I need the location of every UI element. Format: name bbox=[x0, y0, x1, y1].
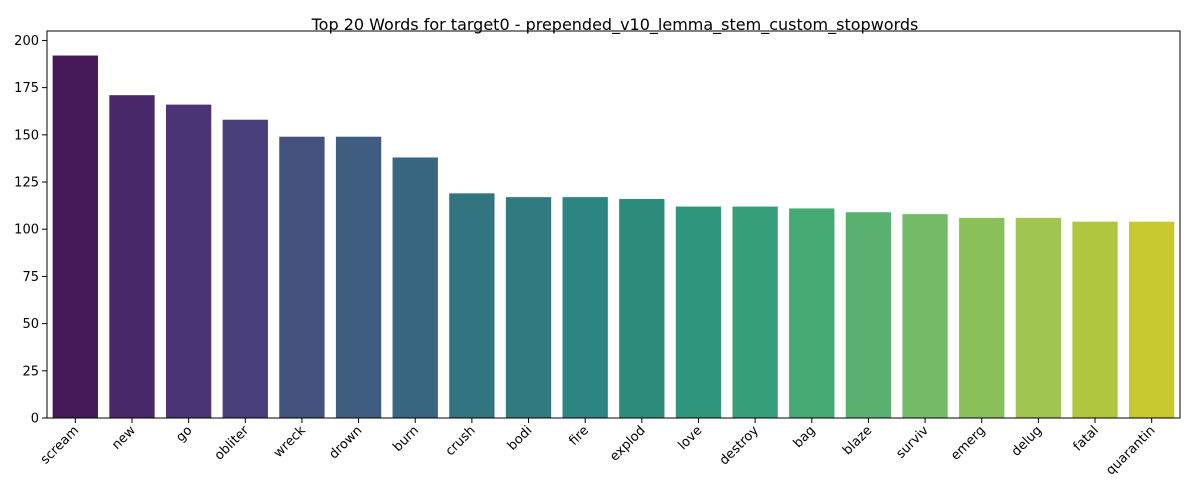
y-tick-label: 175 bbox=[14, 81, 39, 96]
y-tick-label: 0 bbox=[31, 412, 39, 427]
bar-quarantin bbox=[1129, 221, 1175, 418]
x-tick-label: wreck bbox=[271, 423, 309, 461]
x-tick-label: quarantin bbox=[1103, 423, 1158, 478]
x-tick-label: destroy bbox=[717, 423, 762, 468]
bar-burn bbox=[392, 157, 438, 419]
bar-surviv bbox=[902, 214, 948, 418]
plot-frame bbox=[46, 30, 1181, 419]
bars-group bbox=[52, 55, 1175, 419]
x-tick-label: delug bbox=[1009, 423, 1045, 459]
x-tick-label: new bbox=[109, 423, 139, 453]
y-tick-label: 75 bbox=[22, 270, 39, 285]
y-axis: 0 25 50 75 100 125 150 175 200 bbox=[14, 34, 47, 427]
y-tick-label: 25 bbox=[22, 364, 39, 379]
x-tick-label: drown bbox=[326, 423, 365, 462]
y-tick-label: 100 bbox=[14, 223, 39, 238]
x-tick-label: explod bbox=[607, 423, 648, 464]
bar-scream bbox=[52, 55, 98, 418]
bar-wreck bbox=[279, 136, 325, 418]
bar-emerg bbox=[959, 217, 1005, 418]
x-tick-label: scream bbox=[38, 423, 82, 467]
x-tick-label: surviv bbox=[893, 423, 932, 462]
bar-crush bbox=[449, 193, 495, 418]
y-tick-label: 50 bbox=[22, 317, 39, 332]
bar-obliter bbox=[222, 119, 268, 418]
y-tick-label: 125 bbox=[14, 176, 39, 191]
chart-title: Top 20 Words for target0 - prepended_v10… bbox=[311, 15, 919, 35]
bar-destroy bbox=[732, 206, 778, 418]
x-tick-label: love bbox=[675, 423, 705, 453]
x-tick-label: bodi bbox=[505, 423, 535, 453]
x-tick-label: obliter bbox=[212, 423, 253, 464]
x-tick-label: fatal bbox=[1071, 423, 1102, 454]
x-tick-label: blaze bbox=[840, 423, 875, 458]
bar-drown bbox=[335, 136, 382, 418]
x-tick-label: crush bbox=[443, 423, 479, 459]
y-tick-label: 150 bbox=[14, 128, 39, 143]
bar-explod bbox=[619, 199, 665, 418]
bar-delug bbox=[1015, 217, 1062, 418]
y-tick-label: 200 bbox=[14, 34, 39, 49]
x-tick-label: emerg bbox=[948, 423, 988, 463]
bar-love bbox=[675, 206, 722, 418]
x-axis: scream new go obliter wreck drown burn crush bod… bbox=[38, 418, 1159, 478]
x-tick-label: bag bbox=[791, 423, 819, 451]
x-tick-label: burn bbox=[390, 423, 422, 455]
bar-fatal bbox=[1072, 221, 1118, 418]
bar-bag bbox=[789, 208, 835, 418]
bar-new bbox=[109, 95, 155, 418]
bar-go bbox=[165, 104, 212, 418]
x-tick-label: fire bbox=[566, 423, 592, 449]
x-tick-label: go bbox=[173, 423, 195, 445]
bar-blaze bbox=[845, 212, 892, 418]
bar-bodi bbox=[505, 197, 552, 418]
bar-fire bbox=[562, 197, 608, 418]
